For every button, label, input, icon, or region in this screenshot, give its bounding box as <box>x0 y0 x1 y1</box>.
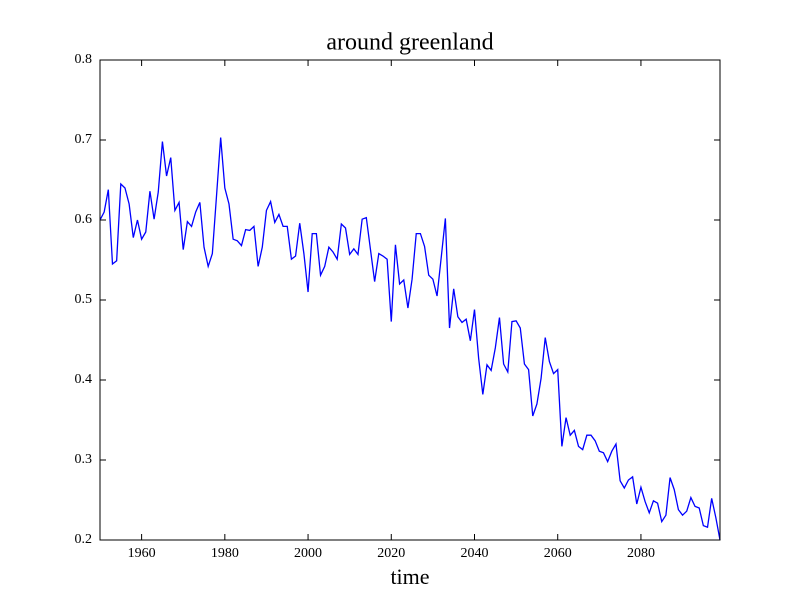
x-tick-label: 1960 <box>128 546 156 561</box>
x-tick-label: 1980 <box>211 546 239 561</box>
y-tick-label: 0.3 <box>75 452 93 467</box>
chart-title: around greenland <box>326 30 493 56</box>
y-tick-label: 0.5 <box>75 292 93 307</box>
plot-frame <box>99 59 721 541</box>
x-tick-label: 2020 <box>377 546 405 561</box>
y-tick-label: 0.4 <box>75 372 93 387</box>
x-axis-label: time <box>390 564 429 589</box>
data-line <box>99 137 721 541</box>
x-tick-label: 2000 <box>294 546 322 561</box>
x-tick-label: 2080 <box>627 546 655 561</box>
y-tick-label: 0.7 <box>75 132 93 147</box>
x-tick-label: 2040 <box>460 546 488 561</box>
y-tick-label: 0.2 <box>75 532 93 547</box>
x-tick-label: 2060 <box>544 546 572 561</box>
y-tick-label: 0.6 <box>75 212 93 227</box>
y-tick-label: 0.8 <box>75 52 93 67</box>
